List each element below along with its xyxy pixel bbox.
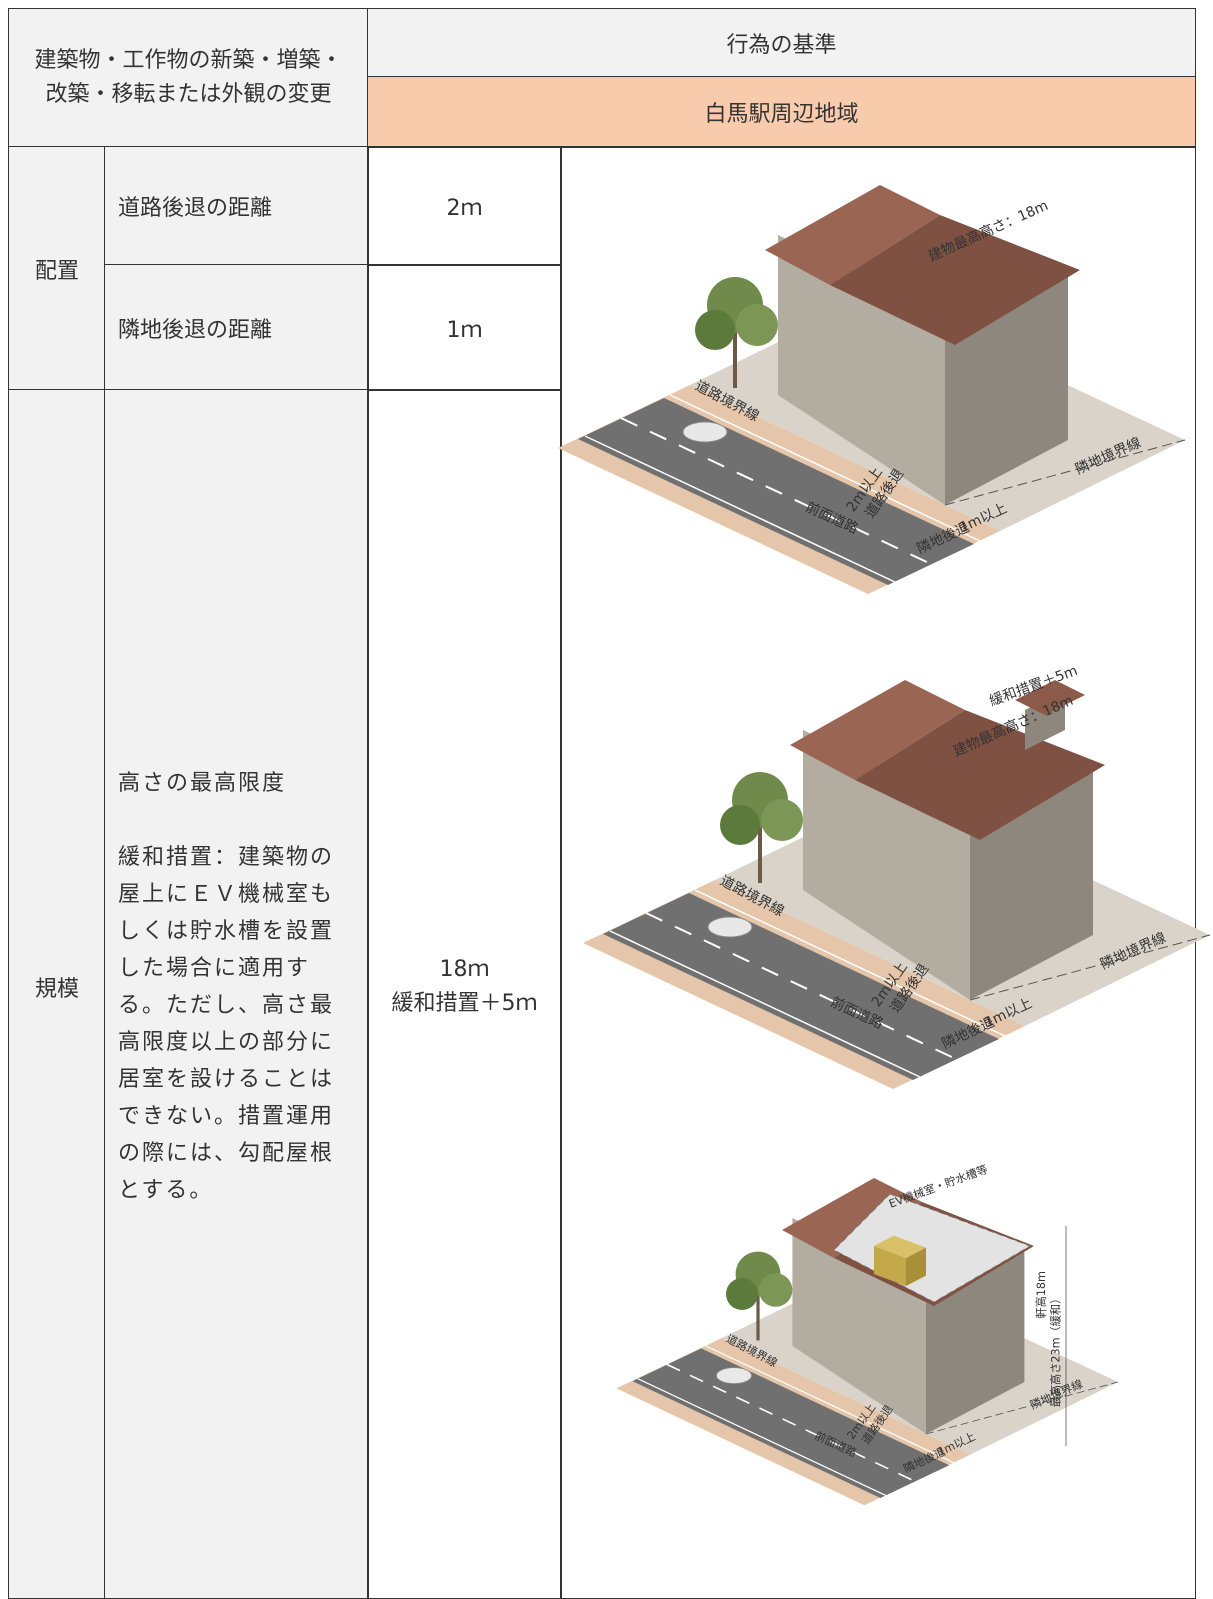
- item: 高さの最高限度: [118, 771, 287, 796]
- item: 道路後退の距離: [118, 196, 273, 221]
- value: 緩和措置＋5ｍ: [391, 991, 538, 1016]
- value: 1ｍ: [446, 317, 483, 343]
- value: 18ｍ: [439, 957, 490, 982]
- item: 隣地後退の距離: [118, 317, 273, 343]
- value-cell: 2ｍ: [367, 146, 562, 266]
- value: 2ｍ: [446, 196, 483, 221]
- subject-line: 改築・移転または外観の変更: [45, 82, 332, 107]
- value-cell: 18ｍ 緩和措置＋5ｍ: [367, 389, 562, 1599]
- category: 規模: [34, 977, 79, 1002]
- item-cell: 高さの最高限度 緩和措置：建築物の屋上にＥＶ機械室もしくは貯水槽を設置した場合に…: [104, 389, 369, 1599]
- subject-cell: 建築物・工作物の新築・増築・ 改築・移転または外観の変更: [8, 8, 369, 148]
- category-cell: 配置: [8, 146, 106, 391]
- item-note: 緩和措置：建築物の屋上にＥＶ機械室もしくは貯水槽を設置した場合に適用する。ただし…: [118, 845, 335, 1203]
- area: 白馬駅周辺地域: [704, 102, 859, 127]
- area-cell: 白馬駅周辺地域: [367, 76, 1196, 148]
- category: 配置: [34, 258, 79, 284]
- image-cell: [560, 146, 1196, 1599]
- criteria-cell: 行為の基準: [367, 8, 1196, 78]
- category-cell: 規模: [8, 389, 106, 1599]
- item-cell: 隣地後退の距離: [104, 264, 369, 391]
- item-block: 高さの最高限度 緩和措置：建築物の屋上にＥＶ機械室もしくは貯水槽を設置した場合に…: [118, 765, 334, 1209]
- subject-line: 建築物・工作物の新築・増築・: [34, 48, 343, 73]
- value-cell: 1ｍ: [367, 264, 562, 391]
- criteria: 行為の基準: [726, 33, 837, 58]
- item-cell: 道路後退の距離: [104, 146, 369, 266]
